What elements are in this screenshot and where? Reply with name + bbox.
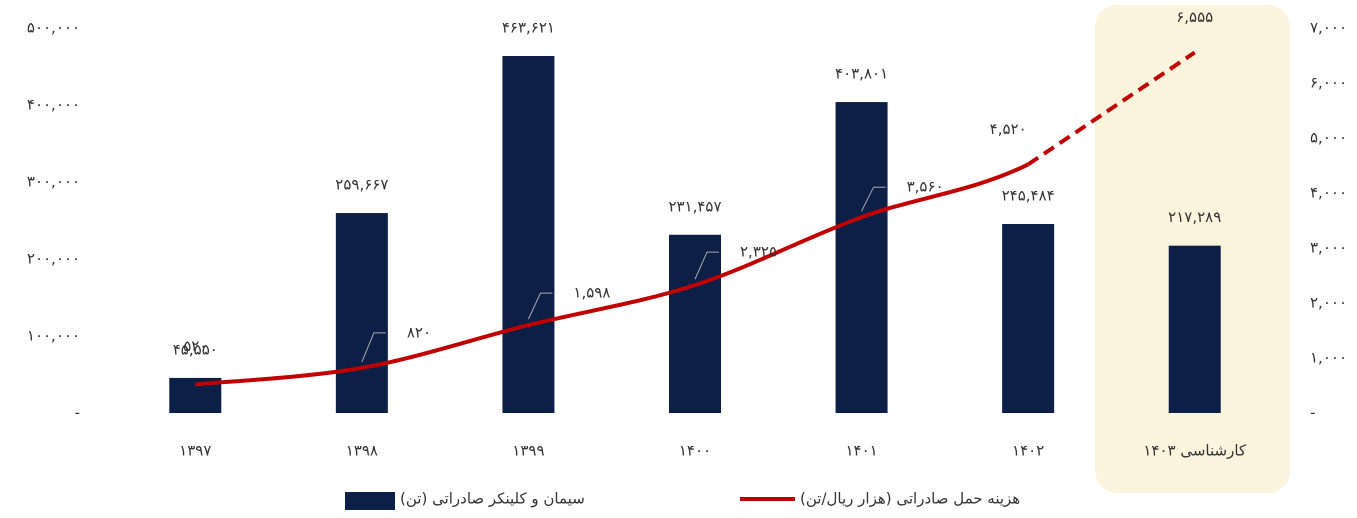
x-tick-label: کارشناسی ۱۴۰۳	[1143, 442, 1247, 460]
line-forecast	[1027, 50, 1196, 167]
bar-value-label: ۴۰۳,۸۰۱	[835, 65, 888, 83]
bar-value-label: ۲۳۱,۴۵۷	[668, 197, 721, 215]
x-tick-label: ۱۴۰۲	[1012, 442, 1044, 460]
leader-line	[527, 292, 553, 320]
y-tick-label: ۳۰۰,۰۰۰	[27, 173, 80, 191]
bar	[669, 234, 721, 413]
bar-value-label: ۲۱۷,۲۸۹	[1168, 208, 1221, 226]
line	[195, 162, 1030, 387]
y-tick-label: ۵۰۰,۰۰۰	[27, 19, 80, 37]
leader-line	[361, 332, 386, 363]
bar-value-label: ۴۶۳,۶۲۱	[502, 19, 555, 37]
y-tick-label: ۲۰۰,۰۰۰	[27, 250, 80, 268]
legend-swatch	[345, 492, 395, 510]
y2-tick-label: -	[1310, 404, 1315, 422]
y2-tick-label: ۳,۰۰۰	[1310, 239, 1347, 257]
y2-tick-label: ۱,۰۰۰	[1310, 349, 1347, 367]
x-tick-label: ۱۴۰۱	[845, 442, 877, 460]
line-value-label: ۳,۵۶۰	[907, 178, 944, 196]
bar	[335, 213, 388, 413]
bar-value-label: ۲۵۹,۶۶۷	[335, 176, 388, 194]
y2-tick-label: ۷,۰۰۰	[1310, 19, 1347, 37]
y2-tick-label: ۴,۰۰۰	[1310, 184, 1347, 202]
x-tick-label: ۱۴۰۰	[679, 442, 711, 460]
x-tick-label: ۱۳۹۸	[346, 442, 378, 460]
y2-tick-label: ۵,۰۰۰	[1310, 129, 1347, 147]
bar	[1168, 245, 1221, 413]
line-value-label: ۶,۵۵۵	[1176, 8, 1213, 26]
bar	[835, 102, 888, 413]
y2-tick-label: ۶,۰۰۰	[1310, 74, 1347, 92]
line-value-label: ۴,۵۲۰	[990, 120, 1027, 138]
y-tick-label: ۱۰۰,۰۰۰	[27, 327, 80, 345]
bar-value-label: ۴۵,۵۵۰	[173, 340, 218, 358]
bar	[502, 56, 555, 413]
x-tick-label: ۱۳۹۹	[512, 442, 544, 460]
y-tick-label: ۴۰۰,۰۰۰	[27, 96, 80, 114]
line-value-label: ۸۲۰	[407, 323, 431, 341]
bar-value-label: ۲۴۵,۴۸۴	[1002, 186, 1055, 204]
line-value-label: ۵۲۰	[183, 337, 207, 355]
x-tick-label: ۱۳۹۷	[179, 442, 211, 460]
y2-tick-label: ۲,۰۰۰	[1310, 294, 1347, 312]
legend-label: سیمان و کلینکر صادراتی (تن)	[400, 490, 585, 508]
leader-line	[694, 251, 719, 280]
line-value-label: ۲,۳۲۵	[740, 243, 777, 261]
leader-line	[861, 186, 886, 212]
line-value-label: ۱,۵۹۸	[573, 284, 610, 302]
y-tick-label: -	[75, 404, 80, 422]
legend-label: هزینه حمل صادراتی (هزار ریال/تن)	[800, 490, 1020, 508]
bar	[1002, 223, 1055, 413]
